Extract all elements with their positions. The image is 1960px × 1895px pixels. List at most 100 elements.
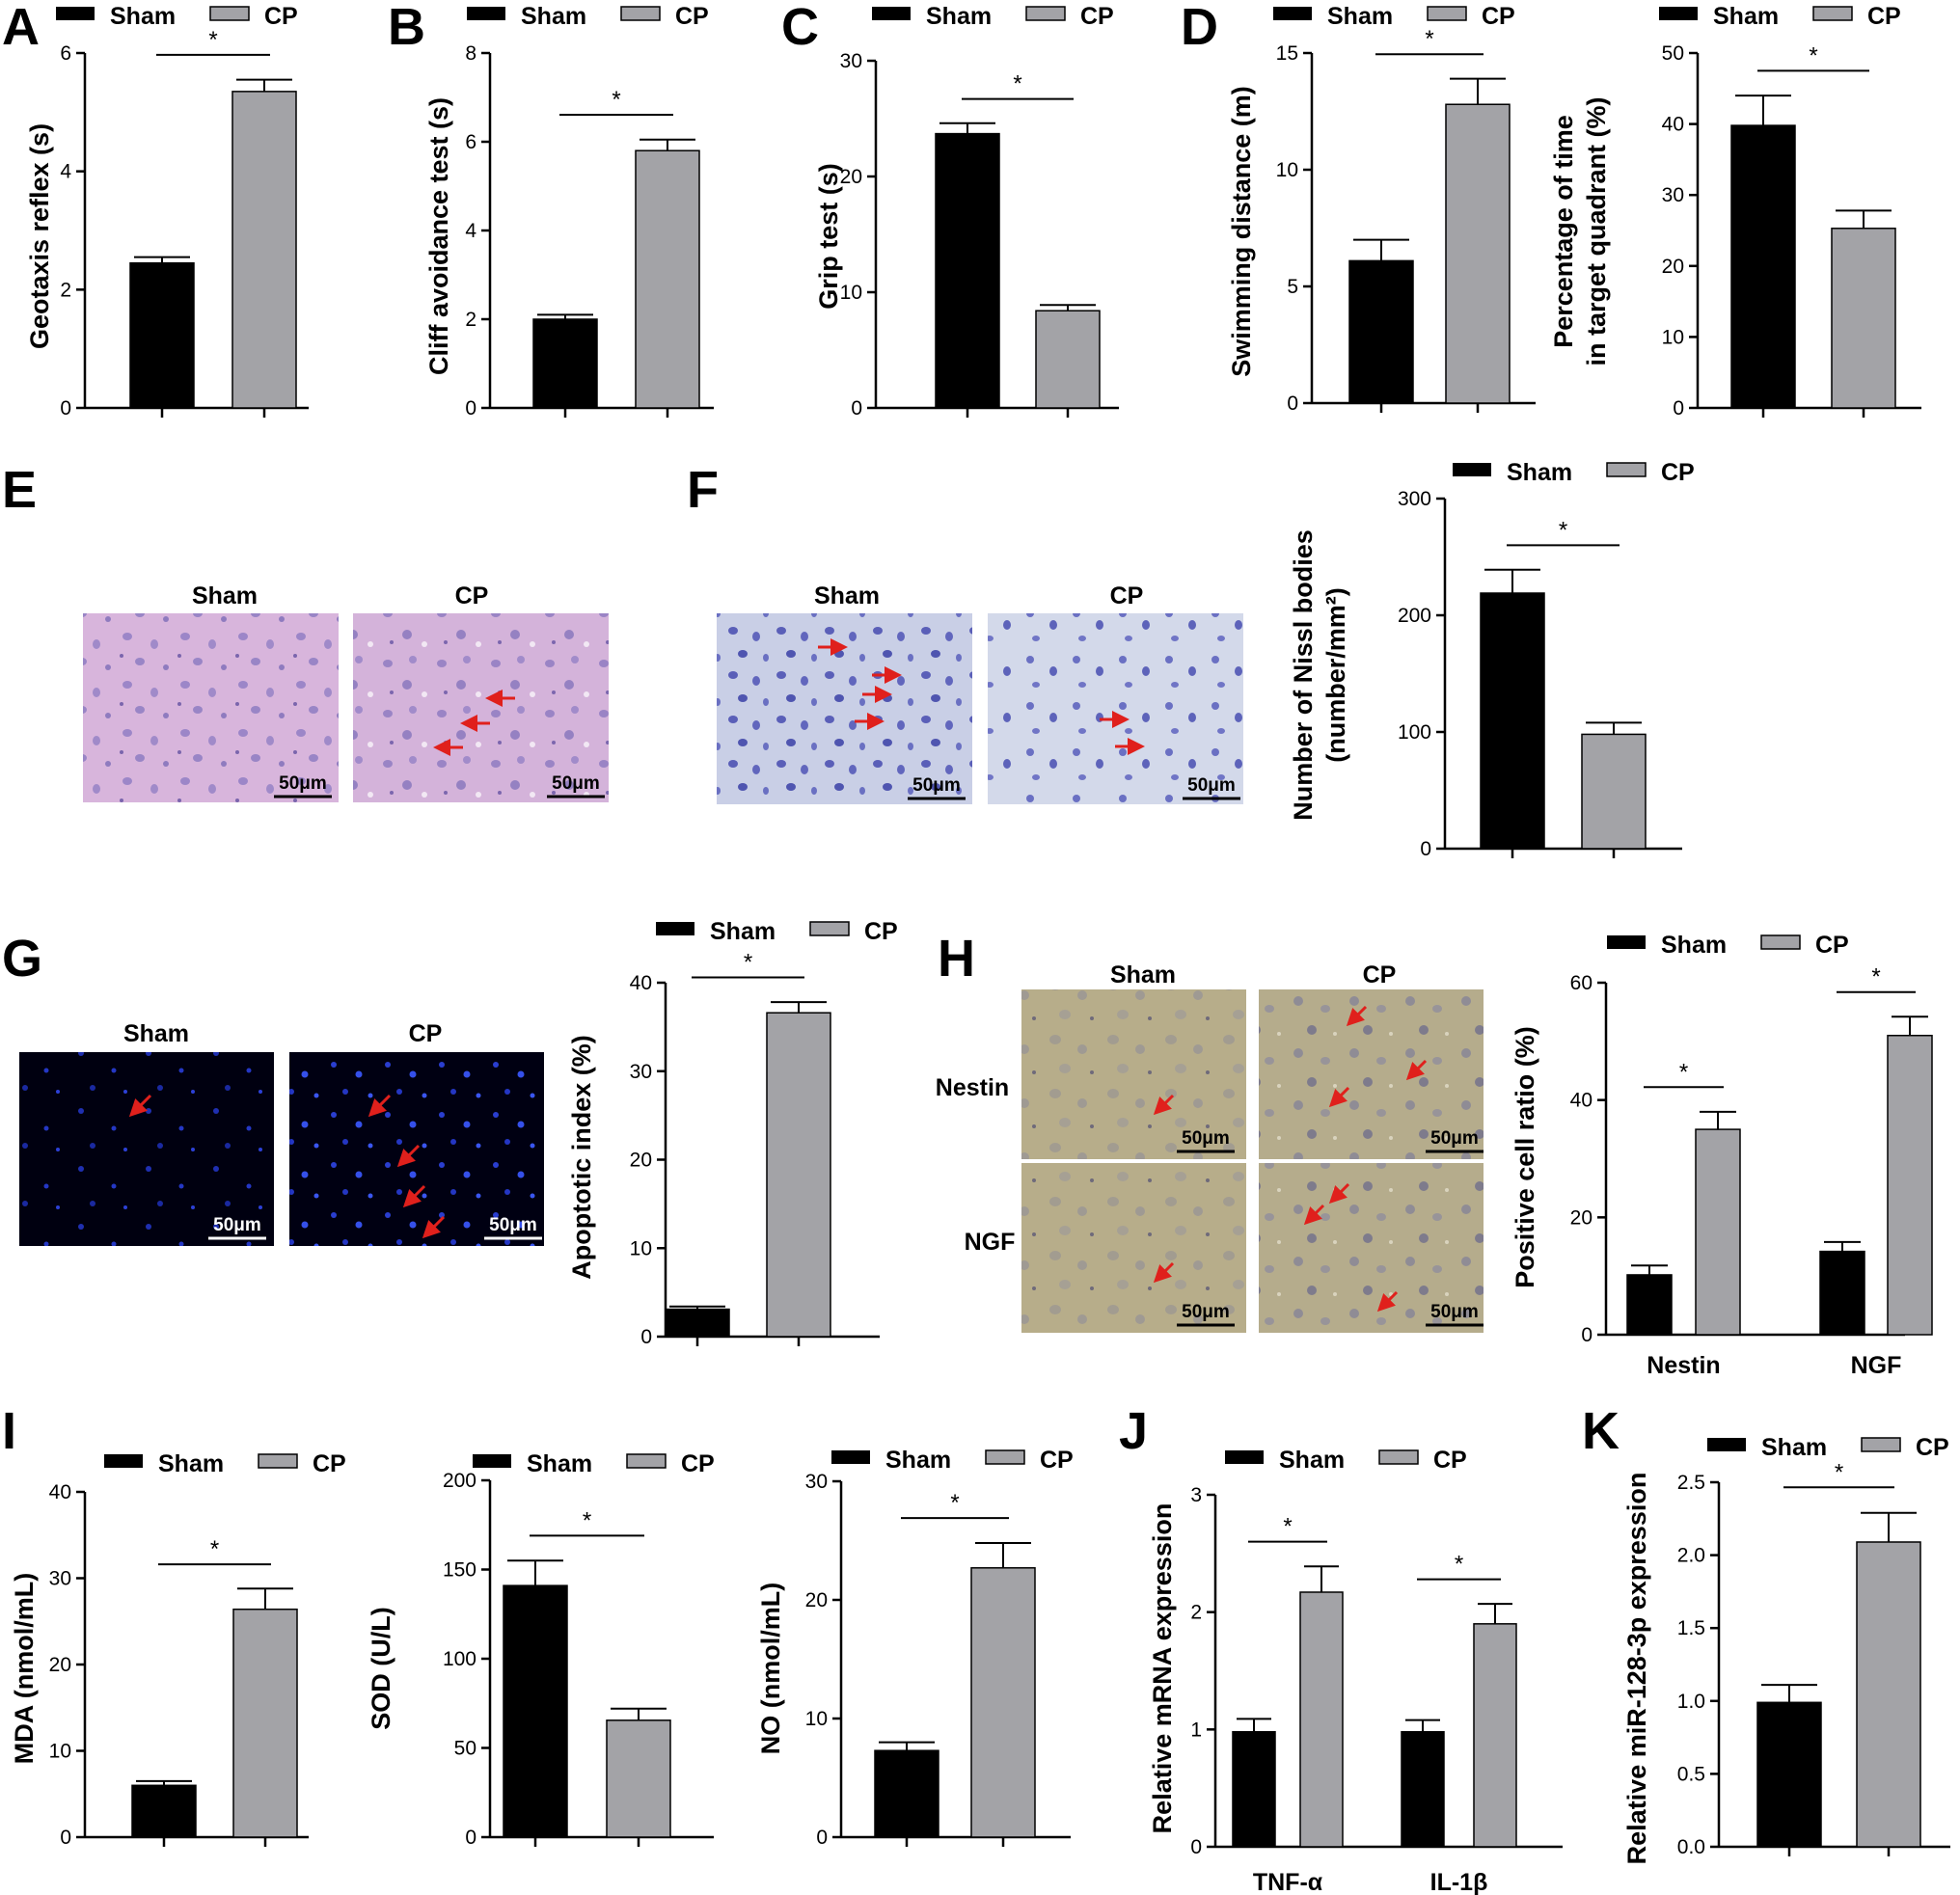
significance-star: * bbox=[1559, 517, 1567, 543]
bar-chart-g: Sham CP 0 10 20 30 40 Apoptotic index (%) * bbox=[567, 918, 898, 1348]
legend-swatch-sham bbox=[1607, 935, 1646, 949]
bar-chart-d1: Sham CP 0 5 10 15 Swimming distance (m) * bbox=[1227, 3, 1536, 415]
y-tick-label: 0 bbox=[816, 1827, 828, 1849]
legend: Sham CP bbox=[467, 3, 709, 30]
legend-label-sham: Sham bbox=[521, 3, 586, 30]
y-axis-label: Geotaxis reflex (s) bbox=[25, 123, 54, 349]
y-tick-label: 15 bbox=[1276, 42, 1298, 65]
bar-chart-j: Sham CP 0 1 2 3 Relative mRNA expression TNF-α *… bbox=[1148, 1447, 1563, 1895]
legend-label-sham: Sham bbox=[158, 1450, 224, 1477]
bar-sham bbox=[1348, 259, 1414, 404]
bar-cp bbox=[231, 91, 297, 409]
significance-star: * bbox=[1425, 26, 1433, 52]
y-axis-label-group: Grip test (s) bbox=[814, 163, 843, 310]
y-tick-label: 20 bbox=[1662, 256, 1684, 278]
image-title-h-sham: Sham bbox=[1110, 961, 1176, 988]
bar-sham bbox=[131, 1784, 197, 1838]
y-axis-label-group: Apoptotic index (%) bbox=[567, 1035, 596, 1279]
y-tick-label: 30 bbox=[630, 1061, 652, 1083]
micrograph-h-cp-nestin bbox=[1259, 989, 1484, 1159]
image-title-h-cp: CP bbox=[1363, 961, 1397, 988]
y-axis-label: SOD (U/L) bbox=[367, 1607, 395, 1730]
bar-chart-h: Sham CP 0 20 40 60 Positive cell ratio (%) Nest… bbox=[1511, 932, 1933, 1379]
scale-bars-h: 50μm 50μm 50μm 50μm bbox=[1177, 1128, 1484, 1327]
y-axis-label-group: Geotaxis reflex (s) bbox=[25, 123, 54, 349]
charts-layer: Sham CP 0 2 4 6 Geotaxis reflex (s) * Sham CP 0 2 4 6… bbox=[10, 3, 1950, 1895]
bar-sham bbox=[1819, 1250, 1865, 1336]
legend-swatch-cp bbox=[1378, 1449, 1419, 1465]
y-axis-label-line2: in target quadrant (%) bbox=[1582, 96, 1611, 365]
y-tick-label: 40 bbox=[1570, 1090, 1592, 1112]
y-tick-label: 200 bbox=[443, 1470, 476, 1492]
y-tick-label: 0 bbox=[1190, 1836, 1202, 1858]
legend: Sham CP bbox=[1659, 3, 1901, 30]
legend-label-sham: Sham bbox=[926, 3, 992, 30]
y-tick-label: 4 bbox=[60, 161, 71, 183]
legend-swatch-sham bbox=[1225, 1450, 1264, 1464]
bar-chart-f: Sham CP 0 100 200 300 Number of Nissl bodies (n… bbox=[1289, 459, 1695, 860]
legend: Sham CP bbox=[104, 1450, 346, 1477]
bar-cp bbox=[1299, 1591, 1344, 1848]
red-arrows-h bbox=[1153, 1005, 1428, 1313]
micrograph-panel-e: Sham CP 50μm 50μm bbox=[83, 582, 609, 802]
bar-sham bbox=[935, 132, 1000, 409]
bar-chart-i1: Sham CP 0 10 20 30 40 MDA (nmol/mL) * bbox=[10, 1450, 346, 1849]
y-tick-label: 50 bbox=[1662, 42, 1684, 65]
bar-cp bbox=[1445, 103, 1511, 404]
y-tick-label: 20 bbox=[1570, 1206, 1592, 1229]
legend-label-cp: CP bbox=[1040, 1447, 1074, 1474]
micrograph-h-cp-ngf bbox=[1259, 1163, 1484, 1333]
bar-cp bbox=[1035, 310, 1101, 409]
bar-sham bbox=[129, 261, 195, 409]
y-tick-label: 0 bbox=[1673, 397, 1684, 420]
y-tick-label: 1.0 bbox=[1677, 1691, 1705, 1713]
image-title-e-cp: CP bbox=[455, 582, 489, 609]
y-tick-label: 100 bbox=[1398, 721, 1431, 744]
y-tick-label: 4 bbox=[465, 220, 476, 242]
scale-bar-g-sham: 50μm bbox=[208, 1215, 266, 1240]
y-tick-label: 50 bbox=[454, 1738, 476, 1760]
y-axis-label-group: NO (nmol/mL) bbox=[756, 1583, 785, 1754]
y-axis-label: Relative miR-128-3p expression bbox=[1622, 1473, 1651, 1865]
y-axis-label-group: Relative miR-128-3p expression bbox=[1622, 1473, 1651, 1865]
legend-swatch-sham bbox=[1659, 7, 1698, 20]
significance-star: * bbox=[1809, 42, 1817, 68]
legend-label-sham: Sham bbox=[1507, 459, 1572, 486]
y-tick-label: 10 bbox=[1662, 326, 1684, 348]
y-axis-label: MDA (nmol/mL) bbox=[10, 1573, 39, 1764]
y-axis-label: Cliff avoidance test (s) bbox=[424, 97, 453, 375]
significance-star: * bbox=[1835, 1459, 1843, 1485]
bar-sham bbox=[874, 1749, 939, 1838]
legend-label-cp: CP bbox=[1867, 3, 1901, 30]
red-arrows-f bbox=[818, 638, 1145, 755]
y-tick-label: 30 bbox=[1662, 184, 1684, 206]
y-tick-label: 300 bbox=[1398, 488, 1431, 510]
y-tick-label: 20 bbox=[49, 1654, 71, 1676]
y-tick-label: 3 bbox=[1190, 1484, 1202, 1506]
y-tick-label: 0 bbox=[1287, 393, 1298, 415]
bar-chart-i3: Sham CP 0 10 20 30 NO (nmol/mL) * bbox=[756, 1447, 1074, 1849]
panel-label-a: A bbox=[2, 0, 40, 56]
y-tick-label: 0 bbox=[60, 1827, 71, 1849]
y-axis-label: Positive cell ratio (%) bbox=[1511, 1026, 1539, 1288]
legend-swatch-cp bbox=[1861, 1437, 1901, 1452]
micrograph-h-sham-nestin bbox=[1021, 989, 1246, 1159]
legend-swatch-cp bbox=[1760, 934, 1801, 950]
image-title-g-sham: Sham bbox=[123, 1020, 189, 1047]
significance-star: * bbox=[744, 949, 752, 975]
row-title-h-ngf: NGF bbox=[965, 1229, 1016, 1256]
legend-label-sham: Sham bbox=[1279, 1447, 1345, 1474]
significance-star: * bbox=[1871, 964, 1880, 990]
panel-label-c: C bbox=[781, 0, 819, 56]
legend-label-cp: CP bbox=[681, 1450, 715, 1477]
scale-bar-label: 50μm bbox=[1182, 1128, 1230, 1149]
y-tick-label: 20 bbox=[840, 166, 862, 188]
y-axis-label: NO (nmol/mL) bbox=[756, 1583, 785, 1754]
legend-label-cp: CP bbox=[864, 918, 898, 945]
micrograph-h-sham-ngf bbox=[1021, 1163, 1246, 1333]
y-axis-label-group: Swimming distance (m) bbox=[1227, 86, 1256, 377]
x-category-label: IL-1β bbox=[1430, 1869, 1488, 1895]
scale-bar-f-sham: 50μm bbox=[908, 775, 966, 800]
legend: Sham CP bbox=[1607, 932, 1849, 959]
legend: Sham CP bbox=[1273, 3, 1515, 30]
